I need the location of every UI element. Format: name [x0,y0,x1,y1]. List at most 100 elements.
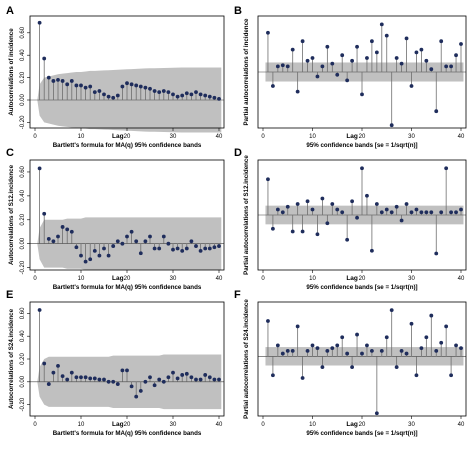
data-point [207,94,212,99]
data-point [217,96,221,101]
x-tick-label: 0 [261,276,265,282]
x-tick-label: 40 [458,422,465,428]
data-point [60,79,65,83]
data-point [439,39,444,44]
y-axis-title: Autocorrelations of S24.incidence [8,308,15,409]
data-point [207,375,212,380]
panel-letter: C [6,147,14,159]
x-tick-label: 10 [78,422,85,428]
x-tick-label: 30 [170,134,177,140]
data-point [429,210,434,215]
data-point [394,204,399,209]
data-point [454,53,458,58]
data-point [106,253,111,258]
data-point [51,79,56,83]
data-point [111,379,116,384]
y-tick-label: -0.20 [20,260,26,274]
x-tick-label: 10 [78,134,85,140]
data-point [51,370,56,375]
data-point [102,246,106,251]
data-point [184,91,189,96]
y-tick-label: 0.00 [20,375,26,387]
data-point [404,351,409,356]
data-point [429,67,434,72]
data-point [285,204,290,209]
data-point [275,207,280,212]
data-point [374,202,379,206]
x-axis-title: Bartlett's formula for MA(q) 95% confide… [53,284,202,291]
data-point [271,226,275,231]
data-point [51,239,56,244]
data-point [37,166,42,171]
data-point [115,93,120,98]
data-point [125,368,129,373]
x-tick-label: 40 [458,276,465,282]
data-point [439,340,444,345]
data-point [305,348,310,353]
data-point [125,234,129,239]
data-point [310,343,315,348]
data-point [365,193,369,198]
data-point [295,89,300,94]
data-point [429,313,434,318]
panel-letter: D [234,147,242,159]
data-point [389,308,394,313]
y-tick-label: 0.40 [20,189,26,201]
data-point [120,84,125,89]
data-point [280,351,285,356]
data-point [65,227,70,232]
data-point [152,89,157,93]
data-point [266,177,270,182]
data-point [60,374,65,378]
data-point [189,375,194,380]
data-point [37,20,42,25]
data-point [360,92,364,97]
data-point [148,375,152,380]
data-point [203,93,208,98]
data-point [414,50,419,55]
x-tick-label: 20 [124,422,131,428]
y-tick-label: 0.60 [20,307,26,319]
data-point [365,56,369,60]
data-point [203,246,208,251]
data-point [340,210,345,215]
data-point [444,324,449,329]
data-point [212,95,217,100]
data-point [414,373,419,378]
data-point [340,53,345,58]
data-point [439,210,444,215]
data-point [69,370,74,375]
data-point [175,246,180,251]
panel-b: B 0 10 20 30 40 Lag 95% confidence bands [se = … [234,5,467,149]
y-axis-title: Autocorrelations of incidence [8,28,15,116]
data-point [424,210,429,215]
data-point [194,90,198,95]
data-point [300,376,305,380]
data-point [355,44,359,49]
data-point [134,239,139,244]
data-point [166,241,171,246]
data-point [65,377,70,382]
panel-c: C -0.20 0.00 0.20 0.40 0.60 0 10 20 30 40 Lag Bartle… [6,147,225,291]
data-point [295,324,300,329]
data-point [88,257,93,262]
x-tick-label: 0 [33,276,37,282]
data-point [315,74,320,79]
x-tick-label: 30 [408,276,415,282]
data-point [295,202,300,206]
data-point [280,63,285,68]
data-point [449,64,453,69]
data-point [83,375,88,380]
x-tick-label: 20 [124,134,131,140]
data-point [370,39,374,44]
data-point [266,319,270,323]
data-point [384,207,389,212]
data-point [275,343,280,348]
data-point [97,253,102,258]
data-point [379,22,384,27]
y-axis-title: Autocorrelations of S12.incidence [8,164,15,265]
data-point [175,94,180,99]
data-point [83,259,88,264]
data-point [454,210,458,215]
data-point [459,207,463,212]
